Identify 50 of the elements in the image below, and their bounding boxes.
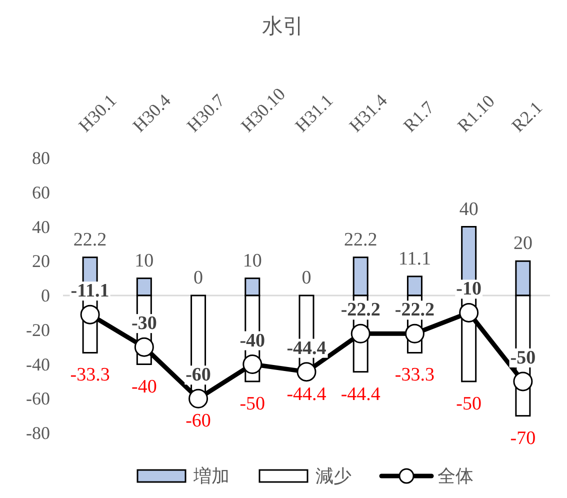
data-label: -44.4 xyxy=(340,384,381,405)
data-label: 0 xyxy=(302,268,312,288)
point xyxy=(80,304,100,324)
data-label: 0 xyxy=(194,268,204,288)
y-tick-label: 20 xyxy=(32,251,50,272)
point xyxy=(188,388,208,408)
legend-label: 全体 xyxy=(438,466,474,486)
y-tick-label: 60 xyxy=(32,182,50,202)
data-label: 11.1 xyxy=(398,248,431,270)
data-label: 22.2 xyxy=(73,229,107,250)
x-tick-label: R2.1 xyxy=(508,97,546,136)
data-label: -50 xyxy=(456,393,482,414)
data-label: -22.2 xyxy=(394,300,435,321)
y-tick-label: 80 xyxy=(32,148,50,168)
data-label: -50 xyxy=(240,393,266,414)
point xyxy=(404,324,424,344)
point xyxy=(134,337,154,357)
point xyxy=(459,302,479,322)
data-label: -70 xyxy=(510,428,536,449)
y-tick-label: 40 xyxy=(32,216,50,237)
point xyxy=(350,324,370,344)
data-label: -33.3 xyxy=(394,364,435,386)
y-tick-label: -40 xyxy=(26,354,50,374)
data-label: -50 xyxy=(510,347,536,368)
data-label: -10 xyxy=(456,278,482,300)
data-label: 22.2 xyxy=(344,229,378,250)
data-label: -40 xyxy=(240,330,266,352)
data-label: -22.2 xyxy=(340,300,380,321)
data-label: 10 xyxy=(134,250,154,272)
data-label: -44.4 xyxy=(286,338,327,359)
data-label: -30 xyxy=(132,313,157,334)
data-label: 20 xyxy=(513,233,532,254)
y-tick-label: -20 xyxy=(26,320,50,340)
data-label: -44.4 xyxy=(286,384,327,405)
title: 水引 xyxy=(262,14,304,38)
data-label: -33.3 xyxy=(70,364,110,386)
y-tick-label: -60 xyxy=(26,388,50,409)
data-label: 10 xyxy=(242,250,262,272)
y-tick-label: -80 xyxy=(26,423,50,443)
legend-label: 減少 xyxy=(316,466,352,486)
data-label: -60 xyxy=(186,410,211,432)
data-label: 40 xyxy=(459,198,478,220)
point xyxy=(242,354,262,374)
legend-label: 増加 xyxy=(192,466,230,486)
point xyxy=(296,362,316,382)
point xyxy=(513,372,533,392)
data-label: -60 xyxy=(186,364,211,386)
y-tick-label: 0 xyxy=(41,286,50,306)
data-label: -11.1 xyxy=(70,280,110,302)
data-label: -40 xyxy=(132,376,157,398)
